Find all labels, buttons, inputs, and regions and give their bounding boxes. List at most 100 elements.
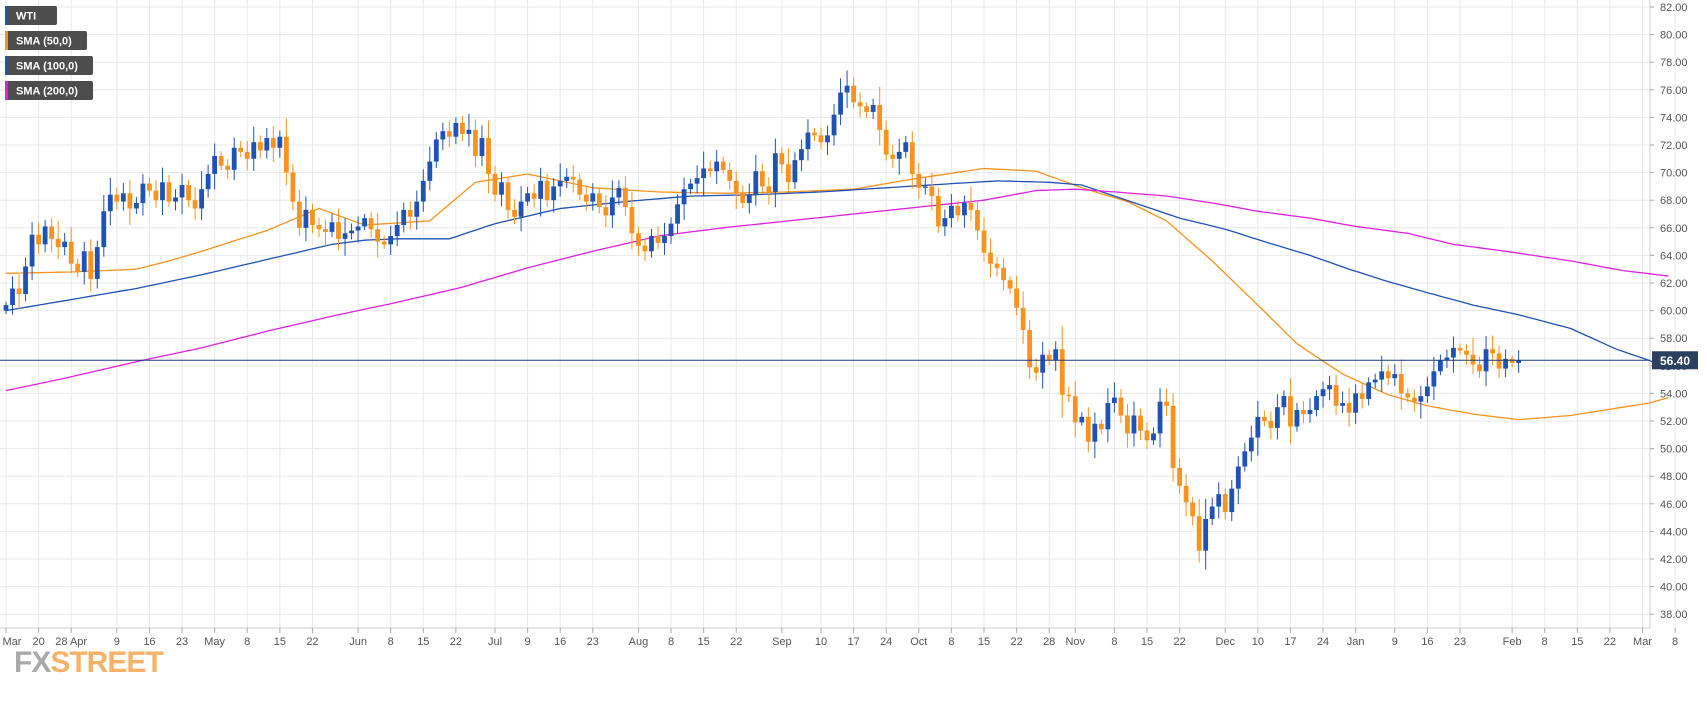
bearish-candle-body	[88, 251, 94, 279]
bearish-candle-body	[186, 185, 191, 201]
candle	[531, 184, 537, 208]
bearish-candle-body	[147, 183, 152, 191]
bullish-candle-body	[714, 161, 720, 172]
bullish-candle-body	[838, 92, 843, 115]
candle	[342, 218, 348, 256]
candle	[733, 171, 739, 210]
candle	[792, 152, 798, 189]
candle	[101, 194, 107, 257]
bearish-candle-body	[1359, 393, 1365, 399]
bearish-candle-body	[812, 132, 817, 136]
candle	[799, 139, 804, 172]
bullish-candle-body	[675, 204, 680, 224]
candle	[16, 274, 22, 309]
candle	[779, 147, 785, 174]
bullish-candle-body	[870, 104, 876, 112]
candle	[349, 223, 354, 240]
candle	[310, 203, 315, 234]
candle	[1307, 398, 1313, 423]
candle	[518, 186, 524, 232]
bullish-candle-body	[420, 180, 426, 202]
candle	[1203, 498, 1209, 570]
candle	[414, 190, 420, 230]
candle	[1229, 479, 1235, 522]
bullish-candle-body	[525, 193, 530, 202]
bearish-candle-body	[935, 196, 941, 227]
bearish-candle-body	[994, 263, 1000, 268]
candle	[1457, 343, 1463, 356]
candle	[649, 228, 654, 258]
candle	[1170, 393, 1176, 482]
bearish-candle-body	[1007, 280, 1013, 289]
bearish-candle-body	[75, 263, 81, 272]
bullish-candle-body	[949, 205, 954, 219]
bullish-candle-body	[805, 132, 811, 150]
candle	[896, 138, 902, 175]
bearish-candle-body	[740, 193, 746, 203]
bearish-candle-body	[316, 225, 322, 230]
candle	[746, 183, 752, 214]
candle	[538, 167, 544, 217]
watermark-street-text: STREET	[50, 646, 163, 679]
bullish-candle-body	[694, 178, 700, 184]
x-tick-label: 17	[847, 636, 859, 648]
x-tick-label: 10	[1252, 636, 1264, 648]
bullish-candle-body	[1516, 360, 1522, 364]
bullish-candle-body	[355, 226, 361, 231]
candle	[1288, 378, 1293, 444]
candle	[636, 226, 641, 256]
y-tick-label: 46.00	[1660, 499, 1688, 511]
candle	[1346, 387, 1352, 427]
candle	[988, 238, 993, 278]
candle	[903, 135, 909, 158]
candle	[1261, 410, 1267, 427]
candle	[62, 232, 68, 256]
bullish-candle-body	[427, 161, 433, 181]
bullish-candle-body	[251, 142, 257, 159]
bearish-candle-body	[1027, 329, 1033, 368]
y-tick-label: 76.00	[1660, 85, 1688, 97]
bullish-candle-body	[160, 182, 165, 201]
x-tick-label: 9	[525, 636, 531, 648]
bullish-candle-body	[1040, 354, 1046, 373]
x-tick-label: 9	[1392, 636, 1398, 648]
bearish-candle-body	[1183, 485, 1189, 503]
legend-swatch	[5, 81, 8, 100]
candle	[10, 276, 15, 315]
bullish-candle-body	[1209, 506, 1215, 519]
bullish-candle-body	[1112, 397, 1117, 404]
candle	[23, 257, 28, 302]
x-tick-label: 22	[450, 636, 462, 648]
candle	[1392, 364, 1398, 386]
bearish-candle-body	[381, 241, 387, 245]
x-tick-label: 22	[730, 636, 742, 648]
bearish-candle-body	[225, 165, 231, 170]
candle	[68, 227, 74, 274]
candle	[1085, 407, 1091, 453]
candle	[668, 217, 674, 244]
candle	[812, 127, 817, 142]
bearish-candle-body	[1261, 416, 1267, 421]
candle	[1294, 402, 1300, 432]
candle	[662, 222, 667, 255]
candle	[935, 187, 941, 233]
bearish-candle-body	[1046, 354, 1052, 361]
candle	[505, 176, 511, 219]
y-tick-label: 66.00	[1660, 223, 1688, 235]
bearish-candle-body	[1411, 397, 1417, 402]
bullish-candle-body	[1366, 382, 1372, 399]
bullish-candle-body	[303, 209, 309, 228]
x-tick-label: 15	[698, 636, 710, 648]
bearish-candle-body	[153, 190, 159, 201]
bearish-candle-body	[166, 182, 172, 202]
bullish-candle-body	[62, 241, 68, 248]
bearish-candle-body	[1125, 415, 1130, 434]
candle	[786, 148, 791, 192]
candle	[329, 213, 335, 238]
bullish-candle-body	[388, 236, 394, 245]
candle	[962, 195, 967, 228]
candle	[583, 186, 589, 211]
bearish-candle-body	[577, 179, 583, 195]
bullish-candle-body	[1235, 466, 1241, 489]
x-tick-label: 15	[1571, 636, 1583, 648]
